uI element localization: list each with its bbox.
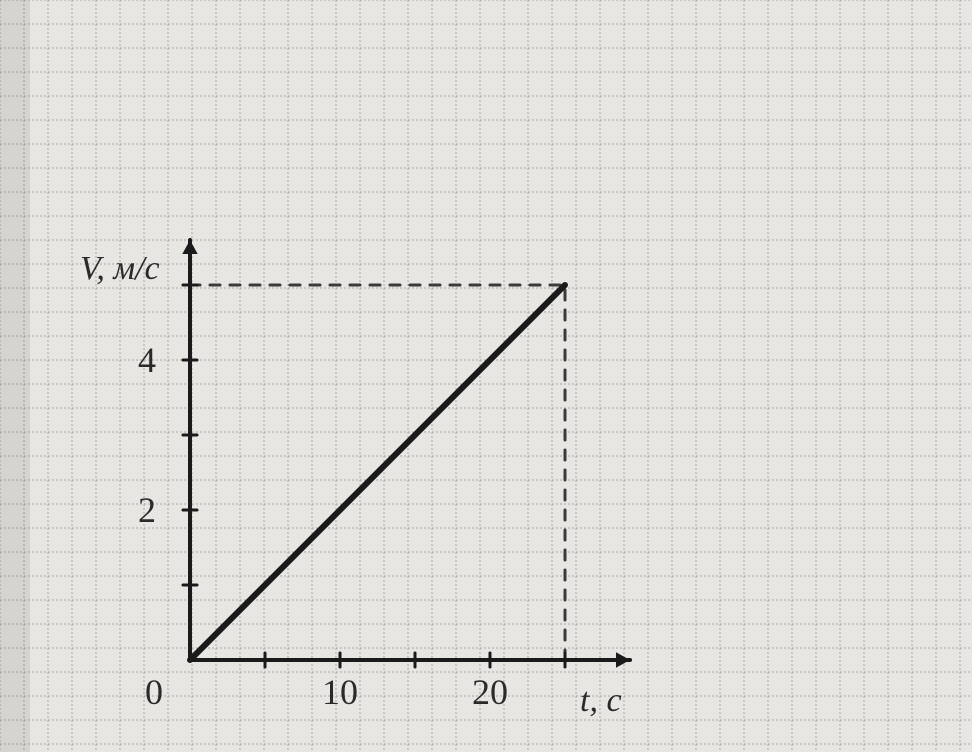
y-tick-label: 4 <box>138 340 156 380</box>
velocity-time-chart: 0 10 20 2 4 <box>0 0 972 752</box>
y-axis-label: V, м/с <box>80 250 160 288</box>
x-tick-label: 20 <box>472 672 508 712</box>
x-tick-label: 0 <box>145 672 163 712</box>
velocity-line <box>190 285 565 660</box>
x-tick-label: 10 <box>322 672 358 712</box>
y-tick-label: 2 <box>138 490 156 530</box>
x-axis-label: t, с <box>580 682 622 720</box>
